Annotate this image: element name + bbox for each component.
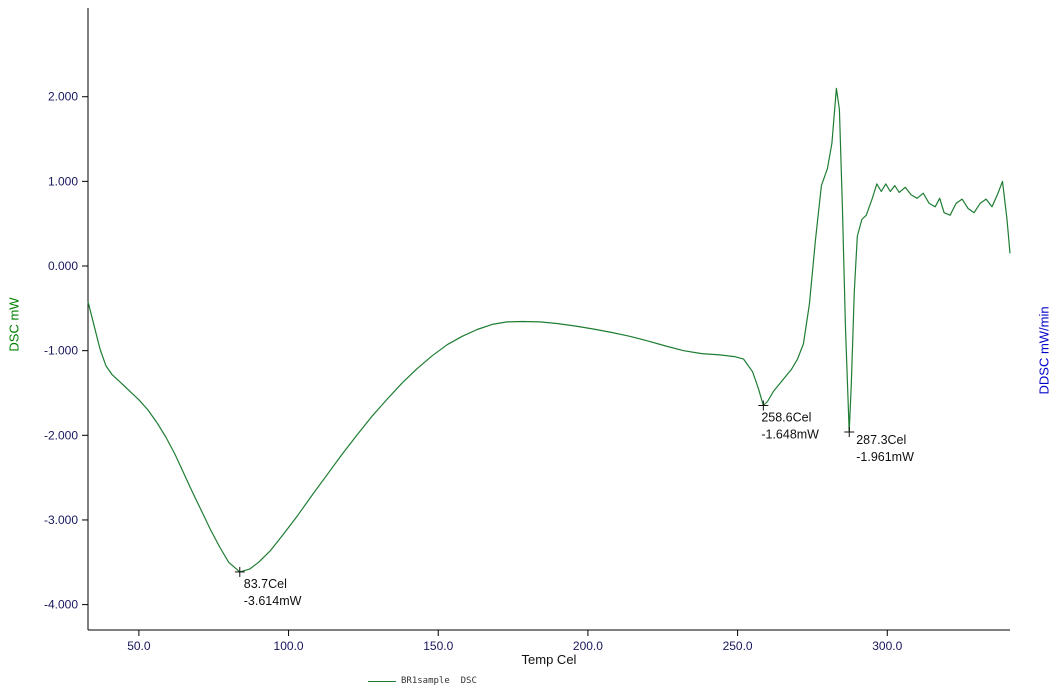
x-axis-title: Temp Cel bbox=[521, 652, 577, 667]
dsc-curve bbox=[87, 87, 1011, 573]
annotation-text: -3.614mW bbox=[244, 594, 302, 608]
y-tick-label: 2.000 bbox=[48, 90, 78, 104]
legend-series-label: BR1sample DSC bbox=[401, 676, 477, 686]
legend-line-swatch bbox=[368, 680, 396, 682]
annotation-text: 258.6Cel bbox=[761, 411, 811, 425]
annotation-text: 83.7Cel bbox=[244, 577, 287, 591]
x-tick-label: 150.0 bbox=[423, 639, 453, 653]
annotation-text: -1.648mW bbox=[761, 428, 819, 442]
x-tick-label: 200.0 bbox=[573, 639, 603, 653]
y-tick-label: -1.000 bbox=[44, 344, 78, 358]
y-tick-label: -3.000 bbox=[44, 513, 78, 527]
y-axis-title-dsc: DSC mW bbox=[6, 297, 22, 352]
x-tick-label: 300.0 bbox=[872, 639, 902, 653]
y-tick-label: -4.000 bbox=[44, 598, 78, 612]
y-tick-label: 0.000 bbox=[48, 259, 78, 273]
y-axis-title-ddsc: DDSC mW/min bbox=[1036, 306, 1052, 395]
y-tick-label: -2.000 bbox=[44, 428, 78, 442]
x-tick-label: 250.0 bbox=[723, 639, 753, 653]
x-tick-label: 100.0 bbox=[274, 639, 304, 653]
annotation-text: -1.961mW bbox=[856, 450, 914, 464]
y-tick-label: 1.000 bbox=[48, 174, 78, 188]
legend: BR1sample DSC bbox=[368, 676, 477, 686]
x-tick-label: 50.0 bbox=[127, 639, 151, 653]
annotation-text: 287.3Cel bbox=[856, 433, 906, 447]
